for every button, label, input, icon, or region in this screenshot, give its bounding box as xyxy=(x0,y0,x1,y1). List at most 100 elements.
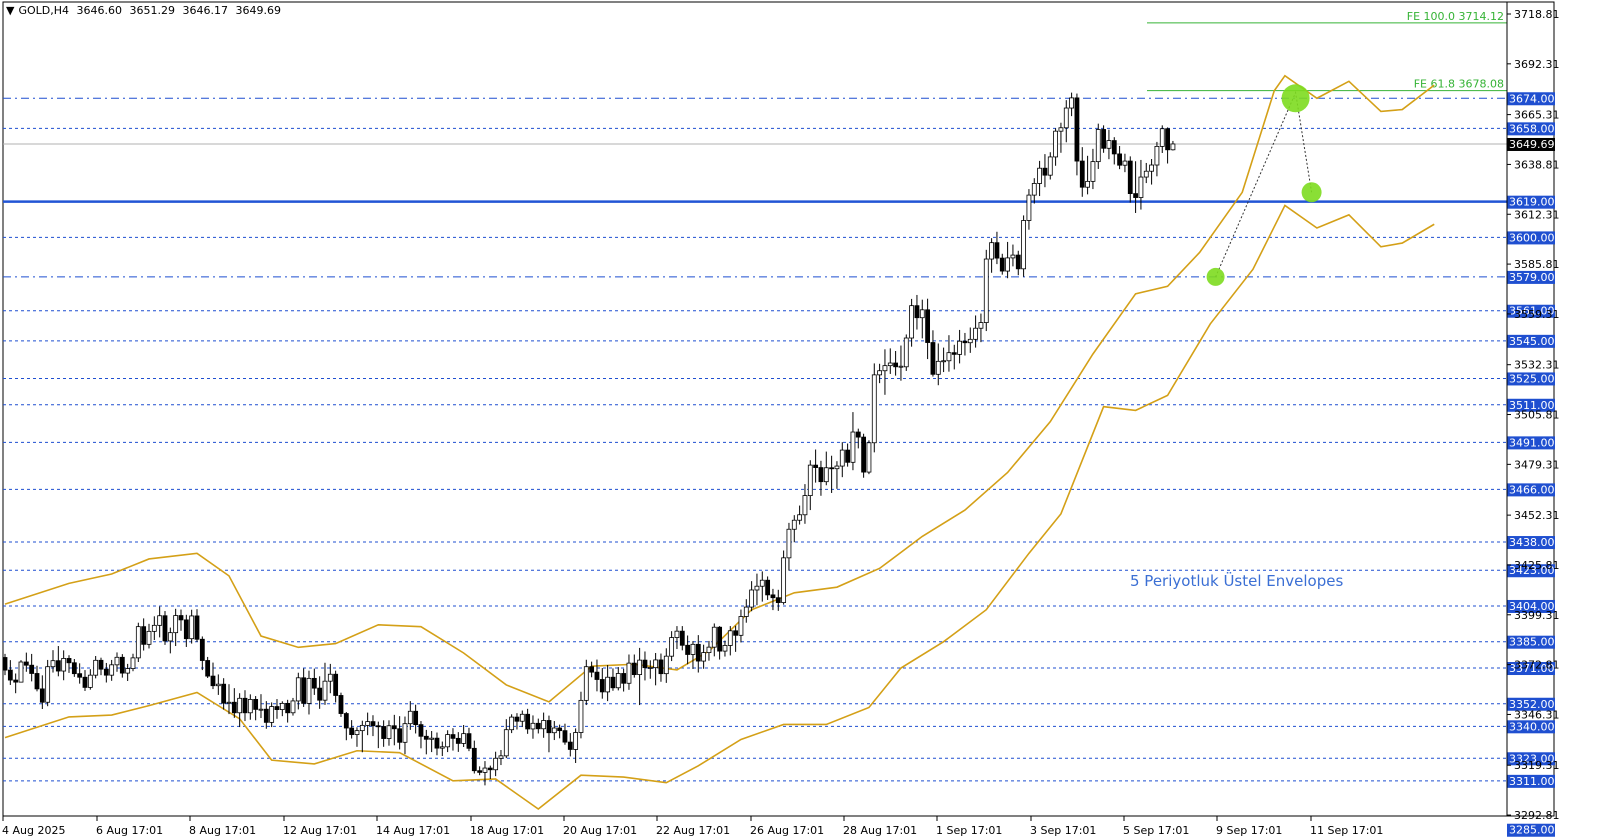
level-label-box xyxy=(1507,372,1555,386)
level-label: 3311.00 xyxy=(1509,775,1555,788)
level-label: 3404.00 xyxy=(1509,600,1555,613)
y-tick-label: 3425.81 xyxy=(1514,559,1560,572)
candle xyxy=(1026,194,1032,221)
level-label-box xyxy=(1507,398,1555,412)
candle xyxy=(775,597,781,603)
y-tick-label: 3452.31 xyxy=(1514,509,1560,522)
candle xyxy=(199,638,205,661)
candle xyxy=(7,669,13,681)
y-tick-label: 3585.81 xyxy=(1514,258,1560,271)
dropdown-triangle-icon[interactable]: ▼ xyxy=(6,4,15,17)
level-label: 3511.00 xyxy=(1509,399,1555,412)
candle xyxy=(455,737,461,744)
candle xyxy=(210,675,216,687)
candle xyxy=(237,697,243,714)
candle xyxy=(343,713,349,729)
level-label-box xyxy=(1507,483,1555,497)
candle xyxy=(1149,164,1154,172)
candle xyxy=(71,662,77,675)
candle xyxy=(599,679,605,693)
level-label-box xyxy=(1507,122,1555,136)
candle xyxy=(1058,127,1064,132)
level-label-box xyxy=(1507,270,1555,284)
candle xyxy=(711,626,717,648)
candle xyxy=(797,514,803,521)
candle xyxy=(29,664,35,674)
y-tick-label: 3612.31 xyxy=(1514,208,1560,221)
candle xyxy=(701,652,707,662)
level-label-box xyxy=(1507,823,1555,837)
level-label: 3371.00 xyxy=(1509,662,1555,675)
candle xyxy=(722,645,728,652)
candle xyxy=(551,727,557,734)
candle xyxy=(370,721,376,727)
candle xyxy=(546,720,552,734)
candle xyxy=(807,464,813,496)
x-tick-label: 3 Sep 17:01 xyxy=(1030,824,1096,837)
candle xyxy=(535,722,541,730)
candle xyxy=(77,673,83,678)
level-label: 3285.00 xyxy=(1509,824,1555,837)
level-label-box xyxy=(1507,564,1555,578)
open-value: 3646.60 xyxy=(76,4,123,17)
candle xyxy=(413,710,419,726)
y-tick-label: 3399.31 xyxy=(1514,609,1560,622)
x-tick-label: 26 Aug 17:01 xyxy=(750,824,824,837)
x-tick-label: 1 Sep 17:01 xyxy=(936,824,1002,837)
candle xyxy=(66,658,72,664)
pivot-marker xyxy=(1301,182,1322,203)
candle xyxy=(445,734,451,748)
candle xyxy=(813,464,819,468)
candle xyxy=(146,630,152,645)
candle xyxy=(285,702,291,714)
candle xyxy=(823,467,829,483)
candle xyxy=(162,615,168,642)
candle xyxy=(877,370,883,376)
level-label: 3561.00 xyxy=(1509,305,1555,318)
candle xyxy=(274,706,280,710)
y-tick-label: 3479.31 xyxy=(1514,458,1560,471)
candle xyxy=(631,662,637,676)
level-label: 3491.00 xyxy=(1509,436,1555,449)
candle xyxy=(1042,167,1048,176)
candle xyxy=(1037,167,1043,184)
y-tick-label: 3372.81 xyxy=(1514,659,1560,672)
candle xyxy=(786,528,792,559)
candle xyxy=(690,643,696,655)
candle xyxy=(1074,97,1080,162)
candle xyxy=(1015,254,1021,270)
candle xyxy=(45,666,51,703)
candle xyxy=(311,677,317,689)
symbol-label: GOLD,H4 xyxy=(18,4,70,17)
candle xyxy=(834,465,840,470)
candle xyxy=(466,733,472,749)
candle xyxy=(1069,97,1074,109)
candle xyxy=(231,701,237,714)
candle xyxy=(839,449,845,467)
candle xyxy=(893,362,899,368)
candle xyxy=(1138,176,1144,198)
y-tick-label: 3692.31 xyxy=(1514,58,1560,71)
candle xyxy=(375,725,381,728)
candle xyxy=(50,660,56,668)
candle xyxy=(1159,128,1165,147)
chart-annotation: 5 Periyotluk Üstel Envelopes xyxy=(1130,571,1343,590)
candle xyxy=(93,659,99,676)
candle xyxy=(717,626,723,652)
candle xyxy=(242,697,248,714)
level-label-box xyxy=(1507,599,1555,613)
level-label: 3600.00 xyxy=(1509,231,1555,244)
candle xyxy=(562,730,568,743)
level-label: 3545.00 xyxy=(1509,335,1555,348)
level-label: 3323.00 xyxy=(1509,752,1555,765)
candle xyxy=(653,659,659,669)
candle xyxy=(909,305,915,339)
candle xyxy=(983,258,989,323)
candle xyxy=(1085,180,1090,188)
candle xyxy=(946,352,952,362)
candle xyxy=(1047,156,1053,176)
y-tick-label: 3718.81 xyxy=(1514,8,1560,21)
x-tick-label: 20 Aug 17:01 xyxy=(563,824,637,837)
